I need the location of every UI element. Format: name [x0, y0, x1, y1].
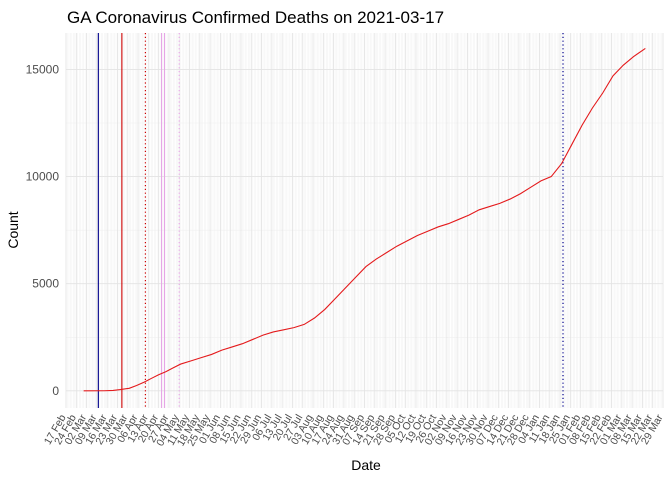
x-axis-label: Date [351, 457, 381, 473]
reference-lines [97, 33, 564, 408]
y-tick-label: 10000 [26, 170, 60, 184]
series-line [83, 47, 646, 392]
y-tick-label: 15000 [26, 62, 60, 76]
y-tick-label: 0 [52, 384, 59, 398]
grid [65, 33, 664, 408]
y-axis-label: Count [5, 211, 21, 248]
series-group [83, 47, 646, 392]
y-tick-label: 5000 [32, 277, 59, 291]
y-axis: 0 5000 10000 15000 [26, 62, 60, 397]
chart-title: GA Coronavirus Confirmed Deaths on 2021-… [67, 8, 444, 27]
